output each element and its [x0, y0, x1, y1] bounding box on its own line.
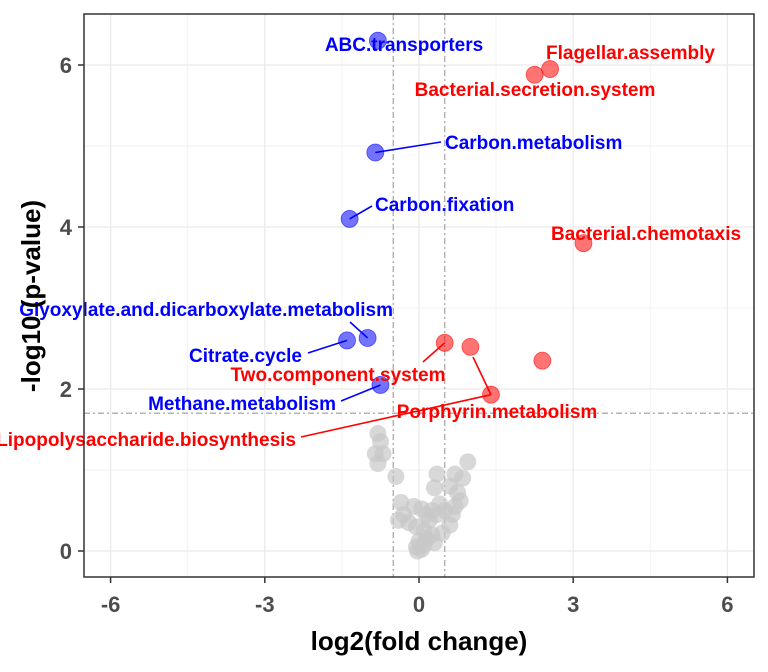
y-tick-label: 0 — [60, 539, 72, 564]
point-label: Lipopolysaccharide.biosynthesis — [0, 430, 296, 451]
y-axis-title: -log10 (p-value) — [16, 200, 46, 392]
point-not-significant — [387, 467, 405, 485]
y-tick-label: 2 — [60, 377, 72, 402]
point-up-regulated — [435, 333, 454, 352]
point-label: Citrate.cycle — [189, 346, 302, 367]
leader-line — [300, 393, 492, 438]
point-not-significant — [413, 540, 431, 558]
point-up-regulated — [461, 337, 480, 356]
y-axis: 0 2 4 6 — [60, 53, 84, 564]
point-not-significant — [454, 469, 472, 487]
point-labels: ABC.transporters Carbon.metabolism Carbon.… — [0, 35, 741, 451]
grid — [84, 14, 754, 577]
point-down-regulated — [358, 329, 377, 347]
point-not-significant — [369, 455, 387, 473]
point-down-regulated — [368, 31, 387, 50]
point-label: Carbon.fixation — [375, 195, 514, 216]
point-label: Methane.metabolism — [148, 394, 336, 415]
point-label: Two.component.system — [230, 365, 445, 386]
point-up-regulated — [533, 351, 552, 370]
y-tick-label: 6 — [60, 53, 72, 78]
point-label: ABC.transporters — [325, 35, 483, 56]
point-not-significant — [389, 511, 407, 529]
point-label: Bacterial.secretion.system — [415, 80, 656, 101]
point-up-regulated — [525, 65, 544, 84]
x-axis: -6 -3 0 3 6 — [101, 577, 734, 617]
point-down-regulated — [371, 376, 390, 394]
point-up-regulated — [482, 385, 500, 404]
point-down-regulated — [366, 143, 385, 162]
point-not-significant — [425, 534, 443, 552]
x-tick-label: 6 — [721, 592, 733, 617]
x-axis-title: log2(fold change) — [311, 626, 528, 656]
point-label: Carbon.metabolism — [445, 133, 622, 154]
x-tick-label: -3 — [255, 592, 275, 617]
point-up-regulated — [574, 234, 593, 253]
data-points — [338, 31, 593, 560]
y-tick-label: 4 — [60, 215, 73, 240]
point-label: Porphyrin.metabolism — [397, 402, 598, 423]
point-up-regulated — [541, 60, 559, 78]
point-label: Glyoxylate.and.dicarboxylate.metabolism — [19, 300, 393, 321]
point-label: Bacterial.chemotaxis — [551, 224, 741, 245]
x-tick-label: 3 — [567, 592, 579, 617]
point-label: Flagellar.assembly — [546, 43, 715, 64]
point-down-regulated — [340, 209, 359, 228]
threshold-lines — [84, 14, 754, 577]
point-not-significant — [428, 465, 446, 483]
point-not-significant — [425, 479, 443, 497]
point-not-significant — [459, 453, 477, 471]
leader-line — [375, 141, 442, 154]
point-down-regulated — [338, 331, 356, 350]
x-tick-label: 0 — [413, 592, 425, 617]
x-tick-label: -6 — [101, 592, 121, 617]
point-not-significant — [436, 502, 454, 519]
